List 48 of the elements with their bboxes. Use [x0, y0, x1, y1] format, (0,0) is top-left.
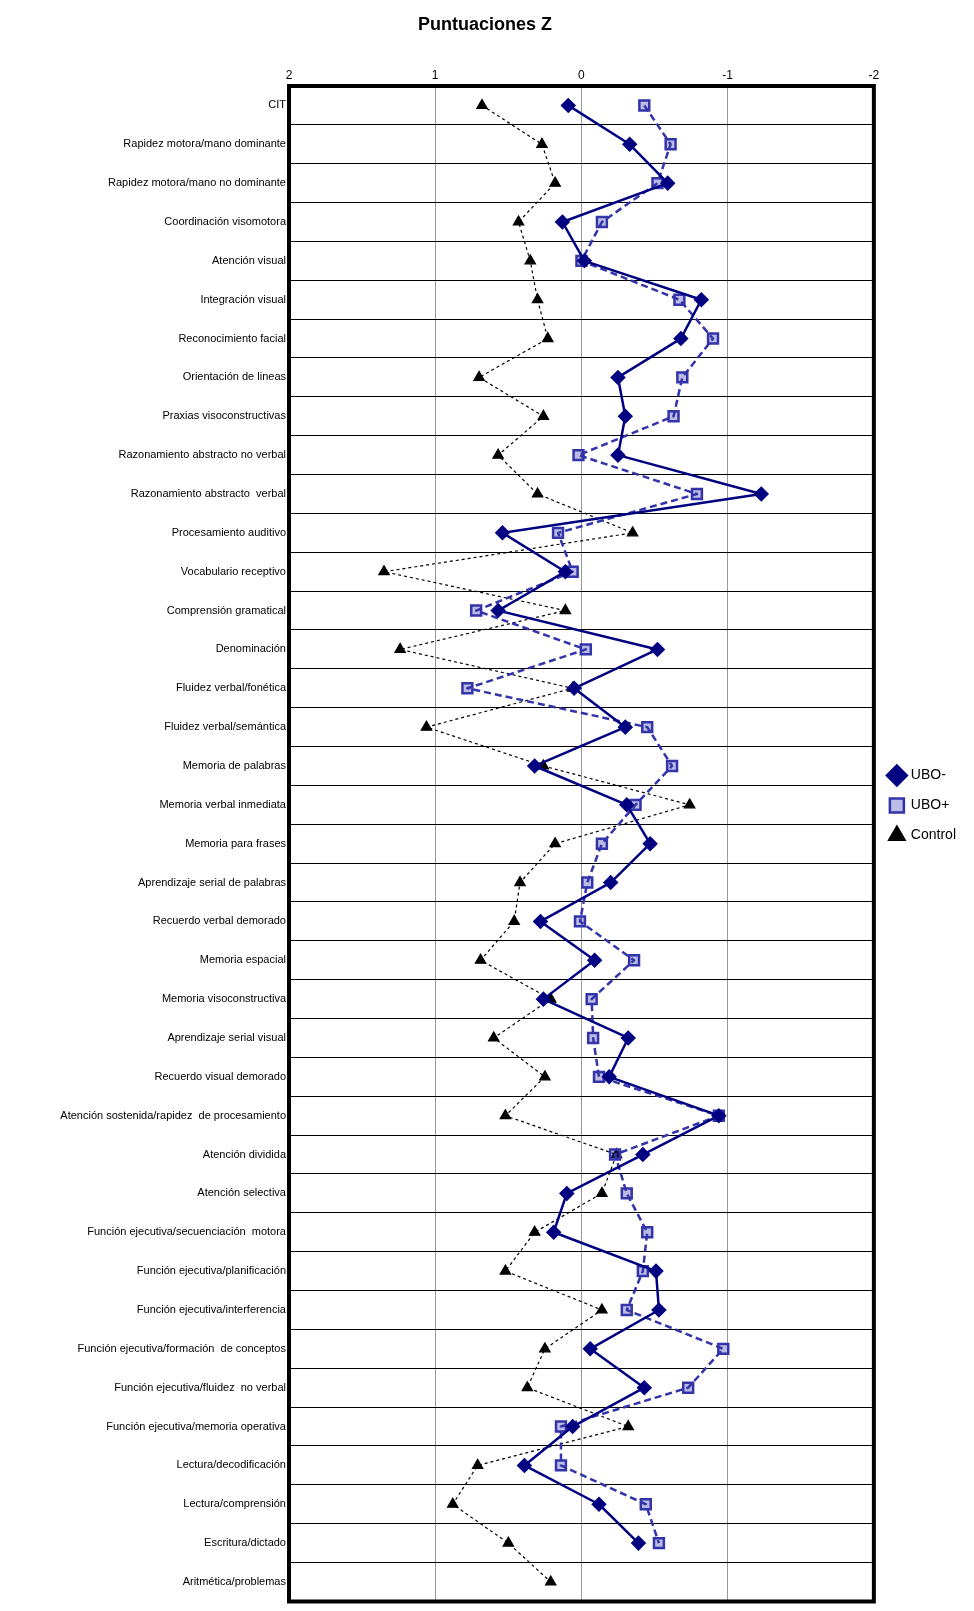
- y-tick-label: Recuerdo verbal demorado: [152, 914, 286, 927]
- y-tick-label: Comprensión gramatical: [166, 603, 286, 616]
- y-tick-label: Aprendizaje serial de palabras: [138, 875, 287, 888]
- y-tick-label: Denominación: [215, 642, 286, 655]
- y-tick-label: Escritura/dictado: [204, 1536, 286, 1549]
- y-tick-label: Orientación de lineas: [182, 370, 287, 383]
- y-tick-label: Función ejecutiva/secuenciación motora: [87, 1225, 287, 1238]
- y-tick-label: Integración visual: [200, 292, 286, 305]
- y-tick-label: Memoria visoconstructiva: [161, 992, 287, 1005]
- y-tick-label: Función ejecutiva/memoria operativa: [106, 1419, 287, 1432]
- y-tick-label: Coordinación visomotora: [164, 215, 287, 228]
- y-tick-label: Atención dividida: [202, 1147, 287, 1160]
- y-tick-label: Memoria para frases: [185, 836, 287, 849]
- y-tick-label: Praxias visoconstructivas: [162, 409, 287, 422]
- y-tick-label: Rapidez motora/mano no dominante: [108, 176, 286, 189]
- chart-title: Puntuaciones Z: [417, 13, 553, 34]
- y-tick-label: Rapidez motora/mano dominante: [123, 137, 286, 150]
- y-tick-label: Lectura/comprensión: [183, 1497, 286, 1510]
- y-tick-label: Atención selectiva: [197, 1186, 287, 1199]
- y-tick-label: Atención visual: [212, 253, 286, 266]
- y-tick-label: Función ejecutiva/fluidez no verbal: [114, 1380, 286, 1393]
- legend-label: UBO+: [910, 796, 950, 813]
- legend-label: Control: [910, 826, 957, 843]
- y-tick-label: Procesamiento auditivo: [171, 525, 286, 538]
- y-tick-label: Recuerdo visual demorado: [154, 1069, 286, 1082]
- y-tick-label: Razonamiento abstracto no verbal: [118, 448, 286, 461]
- y-tick-label: Vocabulario receptivo: [180, 564, 286, 577]
- y-tick-label: Aprendizaje serial visual: [167, 1031, 286, 1044]
- x-tick-label: 2: [285, 68, 293, 83]
- y-tick-label: Aritmética/problemas: [182, 1575, 287, 1587]
- x-tick-label: 1: [431, 68, 439, 83]
- x-tick-label: -2: [868, 68, 880, 83]
- y-tick-label: Memoria de palabras: [182, 759, 287, 772]
- y-tick-label: Fluidez verbal/fonética: [175, 681, 287, 694]
- y-tick-label: Lectura/decodificación: [176, 1458, 286, 1471]
- y-tick-label: Función ejecutiva/interferencia: [136, 1303, 287, 1316]
- y-tick-label: CIT: [268, 98, 287, 111]
- y-tick-label: Memoria espacial: [199, 953, 286, 966]
- y-tick-label: Función ejecutiva/planificación: [136, 1264, 286, 1277]
- y-tick-label: Función ejecutiva/formación de conceptos: [77, 1341, 287, 1354]
- y-tick-label: Fluidez verbal/semántica: [164, 720, 287, 733]
- y-tick-label: Razonamiento abstracto verbal: [130, 487, 286, 500]
- x-tick-label: 0: [578, 68, 586, 83]
- x-tick-label: -1: [722, 68, 734, 83]
- y-tick-label: Memoria verbal inmediata: [159, 797, 287, 810]
- y-tick-label: Atención sostenida/rapidez de procesamiento: [60, 1108, 286, 1121]
- legend-label: UBO-: [910, 766, 947, 783]
- y-tick-label: Reconocimiento facial: [178, 331, 286, 344]
